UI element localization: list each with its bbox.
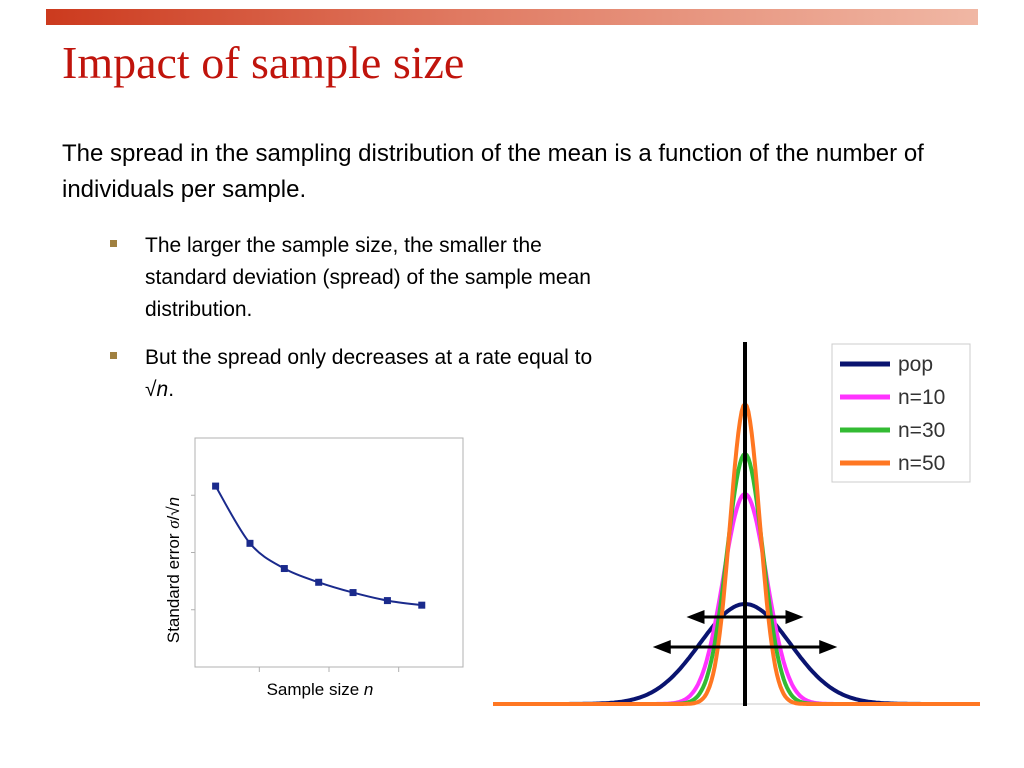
- y-axis-label: Standard error σ/√n: [164, 497, 183, 643]
- data-point: [418, 601, 426, 609]
- sqrt-symbol: √: [145, 378, 157, 401]
- data-point: [280, 565, 288, 573]
- slide-title: Impact of sample size: [62, 37, 465, 88]
- legend-label: n=10: [898, 386, 945, 409]
- y-axis-label-prefix: Standard error: [164, 529, 183, 643]
- y-axis-label-var: n: [164, 497, 183, 506]
- spread-arrow: [652, 640, 838, 654]
- distribution-curve: [492, 492, 980, 706]
- bullet-list: The larger the sample size, the smaller …: [108, 230, 608, 422]
- bullet-text-prefix: But the spread only decreases at a rate …: [145, 346, 593, 369]
- variable-n: n: [156, 378, 169, 401]
- y-axis-label-sigma: σ: [164, 520, 183, 529]
- distribution-curve: [492, 452, 980, 706]
- distribution-curve: [492, 602, 980, 706]
- bullet-item: But the spread only decreases at a rate …: [108, 342, 608, 406]
- legend-box: [831, 343, 971, 483]
- y-axis-label-sep: /√: [164, 506, 183, 521]
- title-accent-bar: [46, 9, 978, 25]
- x-axis-label-prefix: Sample size: [267, 680, 364, 699]
- data-point: [212, 482, 220, 490]
- x-axis-label-var: n: [364, 680, 373, 699]
- legend-label: n=50: [898, 452, 945, 475]
- spread-arrow: [686, 610, 804, 624]
- data-point: [349, 589, 357, 597]
- bullet-text: The larger the sample size, the smaller …: [145, 234, 591, 321]
- legend-label: n=30: [898, 419, 945, 442]
- x-axis-label: Sample size n: [267, 680, 374, 699]
- standard-error-chart: Sample size n Standard error σ/√n: [164, 437, 464, 699]
- plot-area: [194, 437, 464, 668]
- bullet-item: The larger the sample size, the smaller …: [108, 230, 608, 326]
- sampling-distribution-chart: pop n=10 n=30 n=50: [492, 342, 980, 706]
- data-point: [315, 578, 323, 586]
- bullet-text-suffix: .: [168, 378, 175, 401]
- data-point: [246, 539, 254, 547]
- bullet-square-icon: [110, 352, 117, 359]
- intro-paragraph: The spread in the sampling distribution …: [62, 140, 924, 203]
- bullet-text: But the spread only decreases at a rate …: [145, 342, 595, 406]
- bullet-square-icon: [110, 240, 117, 247]
- data-point: [383, 597, 391, 605]
- legend-label: pop: [898, 353, 933, 376]
